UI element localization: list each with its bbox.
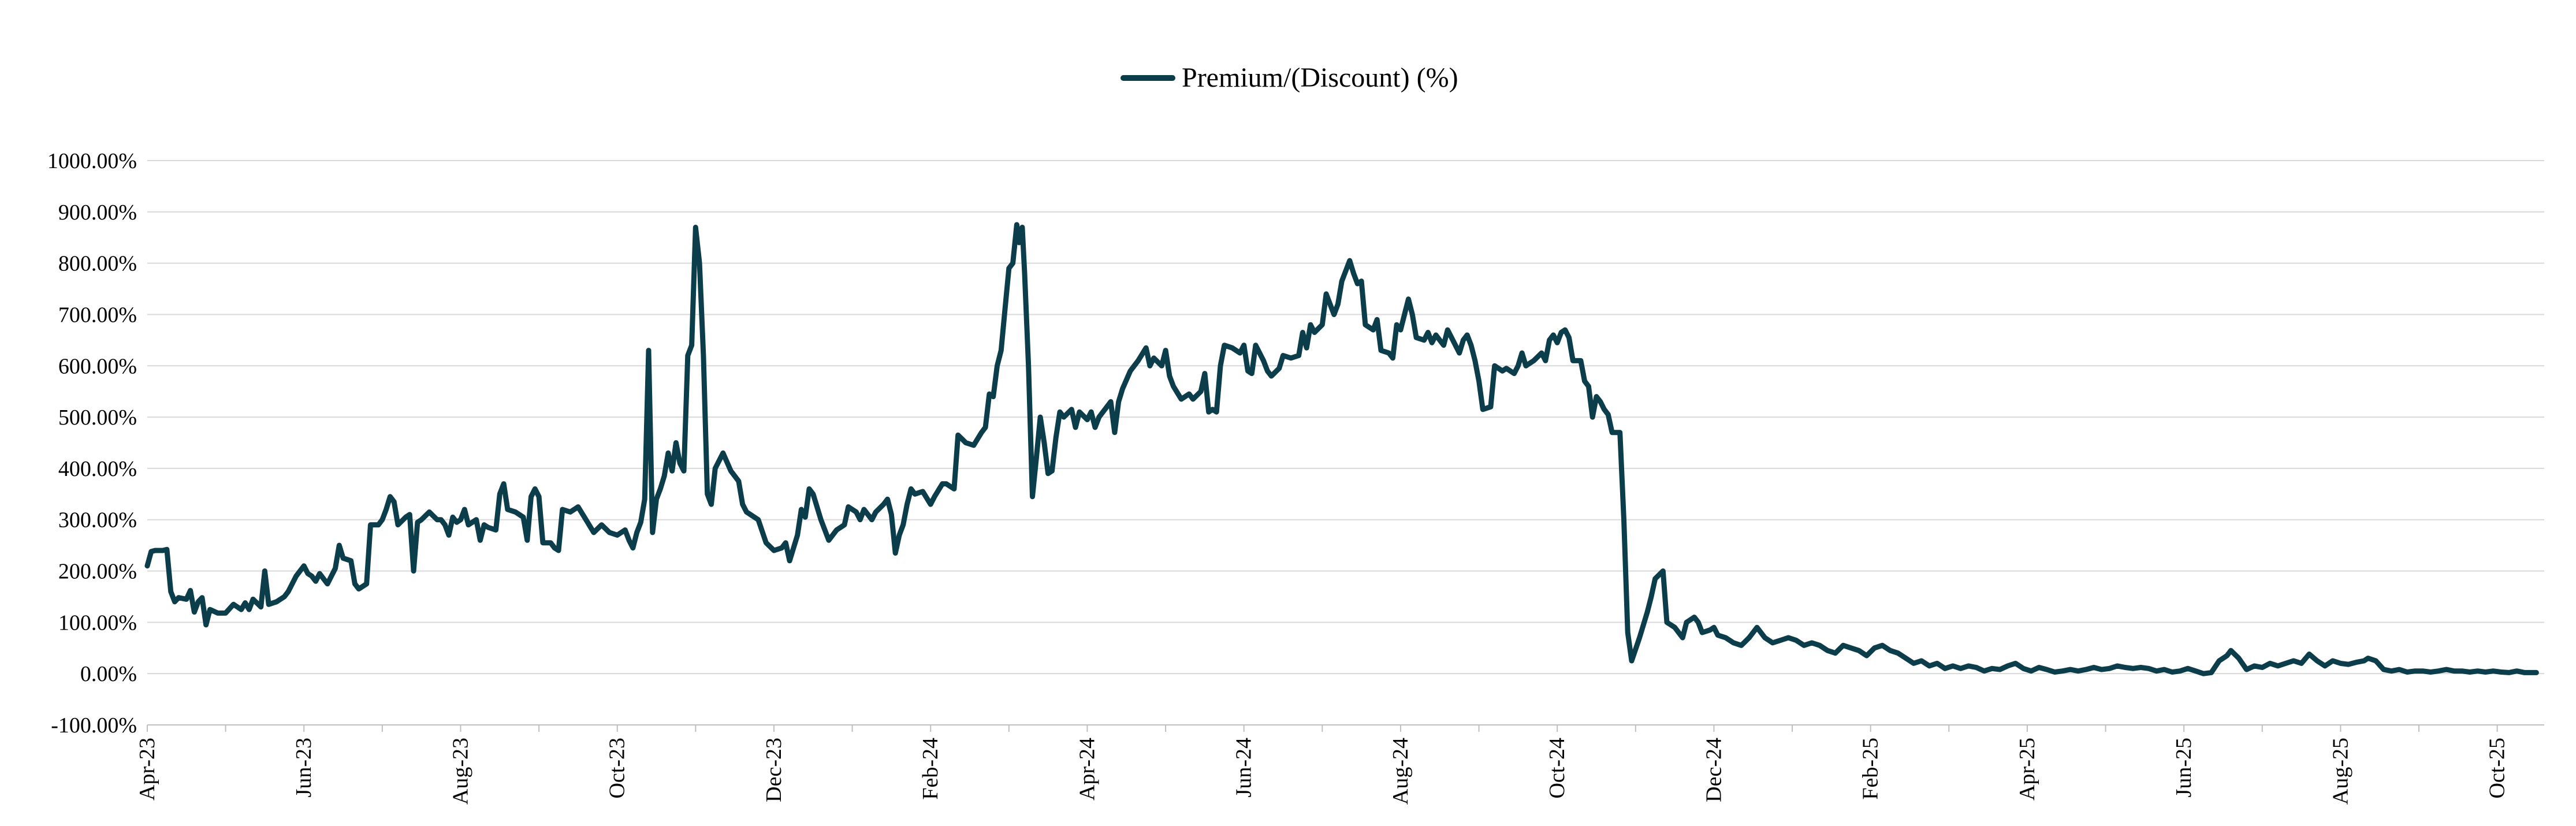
legend-label: Premium/(Discount) (%) xyxy=(1182,62,1458,93)
y-tick-label: 0.00% xyxy=(80,662,137,686)
y-tick-label: 400.00% xyxy=(58,457,137,481)
y-tick-label: 700.00% xyxy=(58,303,137,327)
series-line-premium-discount xyxy=(144,222,2539,676)
x-tick-label: Oct-23 xyxy=(605,738,630,799)
legend: Premium/(Discount) (%) xyxy=(1121,62,1458,93)
y-tick-label: 600.00% xyxy=(58,354,137,378)
x-tick-label: Aug-25 xyxy=(2328,738,2352,805)
y-tick-label: 200.00% xyxy=(58,560,137,584)
x-axis: Apr-23 Jun-23 Aug-23 Oct-23 Dec-23 Feb-24 Apr-… xyxy=(135,724,2544,805)
x-tick-label: Aug-23 xyxy=(448,738,472,805)
x-tick-label: Feb-24 xyxy=(918,738,943,800)
y-tick-label: 300.00% xyxy=(58,508,137,533)
y-tick-label: 1000.00% xyxy=(47,149,137,173)
x-tick-label: Apr-23 xyxy=(135,738,159,801)
gridlines xyxy=(147,160,2544,725)
x-tick-label: Feb-25 xyxy=(1859,738,1883,800)
x-tick-label: Apr-24 xyxy=(1075,738,1099,801)
y-tick-label: 100.00% xyxy=(58,611,137,635)
y-tick-label: 800.00% xyxy=(58,252,137,276)
x-tick-label: Oct-25 xyxy=(2485,738,2510,799)
series-layer xyxy=(144,222,2539,676)
x-tick-label: Jun-25 xyxy=(2172,738,2196,797)
x-tick-label: Dec-24 xyxy=(1702,738,1726,802)
x-tick-label: Jun-23 xyxy=(292,738,316,797)
x-tick-label: Dec-23 xyxy=(762,738,786,802)
x-tick-label: Jun-24 xyxy=(1232,738,1256,797)
x-tick-label: Oct-24 xyxy=(1545,738,1569,799)
x-tick-label: Aug-24 xyxy=(1388,738,1413,805)
y-tick-label: 900.00% xyxy=(58,200,137,225)
y-tick-label: -100.00% xyxy=(51,713,137,738)
x-tick-label: Apr-25 xyxy=(2015,738,2039,801)
y-tick-label: 500.00% xyxy=(58,405,137,430)
y-axis: -100.00% 0.00% 100.00% 200.00% 300.00% 400.00… xyxy=(47,149,137,738)
